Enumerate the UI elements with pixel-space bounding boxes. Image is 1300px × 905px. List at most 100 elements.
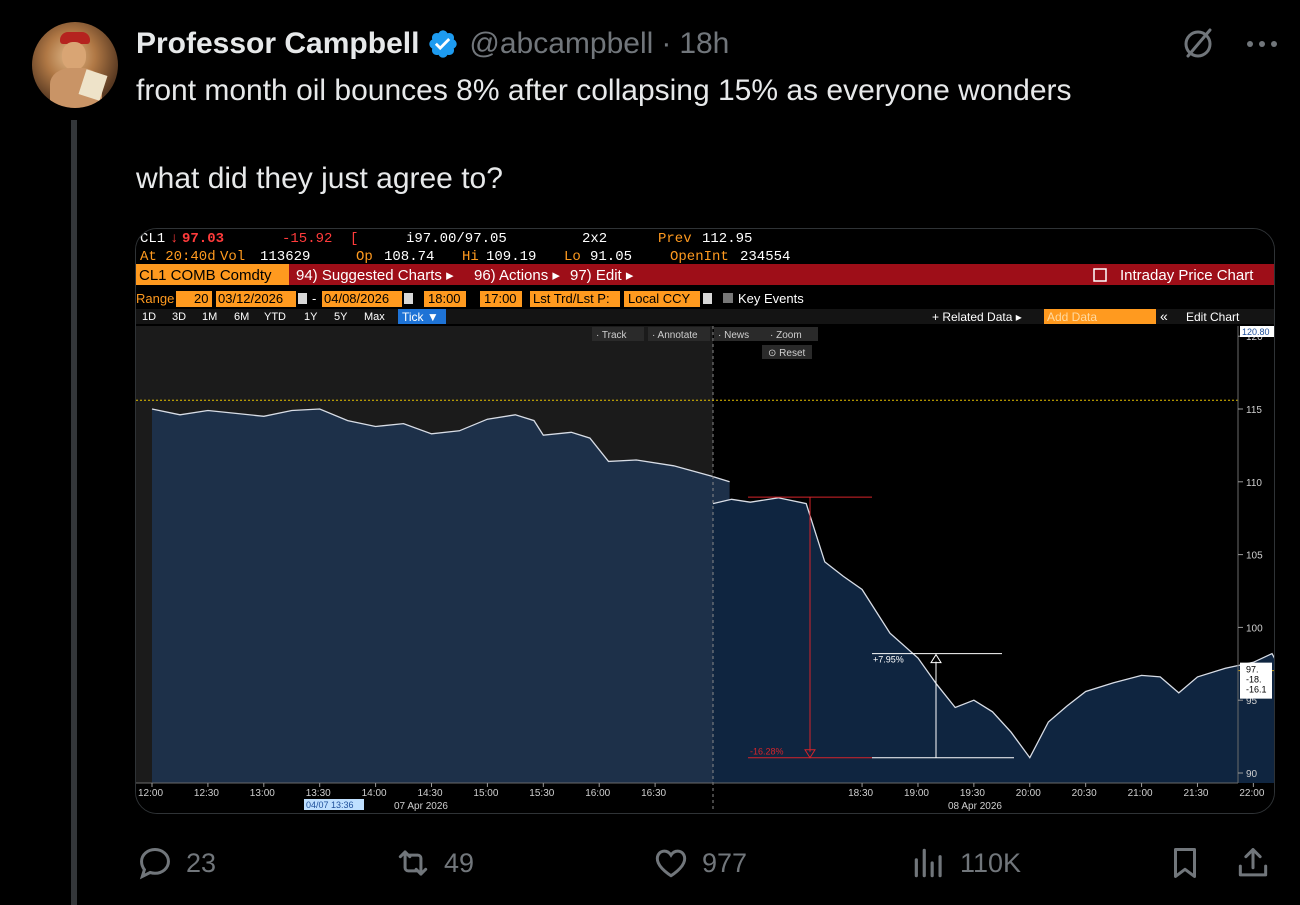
last-price-badge-label: 97.: [1246, 665, 1259, 675]
edit-menu[interactable]: 97) Edit ▸: [570, 267, 634, 284]
x-tick-label: 20:00: [1016, 788, 1041, 799]
grok-icon[interactable]: [1180, 26, 1216, 62]
views-icon: [914, 848, 942, 878]
chart-title: Intraday Price Chart: [1120, 267, 1254, 284]
end-date: 04/08/2026: [324, 291, 389, 306]
prev-value: 112.95: [702, 231, 752, 247]
reply-button[interactable]: 23: [136, 838, 216, 888]
x-tick-label: 21:00: [1128, 788, 1153, 799]
collapse-icon[interactable]: «: [1160, 308, 1168, 324]
range-dash: -: [312, 291, 316, 306]
bid-ask: i97.00/97.05: [406, 231, 507, 247]
y-top-label: 120.80: [1242, 327, 1270, 337]
y-top-badge: [1240, 326, 1274, 337]
end-time-field[interactable]: [480, 291, 522, 307]
reply-icon: [139, 848, 170, 880]
security-name[interactable]: CL1 COMB Comdty: [139, 267, 272, 284]
start-time-field[interactable]: [424, 291, 466, 307]
author-handle[interactable]: @abcampbell: [469, 27, 654, 60]
repost-button[interactable]: 49: [394, 838, 474, 888]
share-button[interactable]: [1234, 838, 1284, 888]
session-2-price-line: [712, 497, 1274, 759]
author-name[interactable]: Professor Campbell: [136, 27, 420, 60]
calendar-icon[interactable]: [404, 293, 413, 304]
price-mode: Lst Trd/Lst P:: [533, 291, 610, 306]
key-events-checkbox[interactable]: [723, 293, 733, 303]
separator-dot: ·: [661, 27, 672, 60]
like-button[interactable]: 977: [652, 838, 747, 888]
top-icons: [1180, 26, 1278, 62]
start-date-field[interactable]: [216, 291, 296, 307]
tweet-header: Professor Campbell @abcampbell · 18h: [136, 22, 729, 66]
more-options-icon[interactable]: [1246, 40, 1278, 48]
tick-button-label: Tick ▼: [402, 310, 439, 324]
dropdown-icon[interactable]: [703, 293, 712, 304]
avatar-face: [62, 42, 86, 70]
author-avatar[interactable]: [32, 22, 118, 108]
x-tick-label: 12:30: [194, 788, 219, 799]
currency: Local CCY: [628, 291, 690, 306]
reply-count: 23: [186, 847, 217, 878]
period-button-1y[interactable]: 1Y: [304, 311, 318, 323]
start-date: 03/12/2026: [218, 291, 283, 306]
period-button-1m[interactable]: 1M: [202, 311, 217, 323]
popout-icon[interactable]: [1093, 268, 1107, 282]
x-axis: 12:00 12:30 13:00 13:30 14:00 14:30 15:00 15:30…: [136, 782, 1265, 812]
y-tick-label: 110: [1246, 478, 1262, 489]
add-data-input[interactable]: [1044, 309, 1156, 324]
security-field[interactable]: [136, 264, 289, 285]
crosshair-label: 04/07 13:36: [306, 800, 354, 810]
zoom-icon: · Zoom: [770, 330, 802, 341]
range-days: 20: [194, 291, 208, 306]
zoom-tool[interactable]: [766, 327, 818, 341]
reset-button[interactable]: [762, 345, 812, 359]
y-tick-label: 100: [1246, 623, 1263, 634]
period-button-3d[interactable]: 3D: [172, 311, 186, 323]
tweet-time[interactable]: 18h: [679, 27, 730, 60]
y-tick-label: 105: [1246, 551, 1263, 562]
last-price-badge: [1240, 662, 1272, 699]
related-data-menu[interactable]: + Related Data ▸: [932, 310, 1022, 324]
bounce-label: +7.95%: [873, 655, 904, 665]
session-1-price-line: [151, 408, 730, 483]
period-button-max[interactable]: Max: [364, 311, 385, 323]
tweet-media-image[interactable]: CL1 ↓ 97.03 -15.92 [ i97.00/97.05 2x2 Pr…: [135, 228, 1275, 814]
last-price: 97.03: [182, 231, 224, 247]
calendar-icon[interactable]: [298, 293, 307, 304]
edit-chart-button[interactable]: Edit Chart: [1186, 310, 1240, 324]
period-button-1d[interactable]: 1D: [142, 311, 156, 323]
range-days-field[interactable]: [176, 291, 212, 307]
vol-value: 113629: [260, 249, 310, 265]
views-button[interactable]: 110K: [910, 838, 1021, 888]
y-tick-label: 115: [1246, 405, 1262, 416]
actions-menu[interactable]: 96) Actions ▸: [474, 267, 560, 284]
period-button-5y[interactable]: 5Y: [334, 311, 348, 323]
annotate-tool[interactable]: [648, 327, 710, 341]
down-arrow-icon: ↓: [170, 231, 178, 247]
range-row: Range 20 03/12/2026 - 04/08/2026 18:00 1…: [136, 291, 804, 307]
track-tool[interactable]: [592, 327, 644, 341]
tweet-text-line2: what did they just agree to?: [136, 162, 503, 195]
suggested-charts-menu[interactable]: 94) Suggested Charts ▸: [296, 267, 454, 284]
vol-label: Vol: [220, 249, 245, 265]
avatar-hat: [60, 32, 90, 44]
price-mode-field[interactable]: [530, 291, 620, 307]
thread-line: [71, 120, 77, 905]
period-button-6m[interactable]: 6M: [234, 311, 249, 323]
drawdown-arrow: [804, 749, 816, 759]
currency-field[interactable]: [624, 291, 700, 307]
last-price-badge-label: -18.: [1246, 675, 1262, 685]
start-time: 18:00: [428, 291, 461, 306]
period-button-ytd[interactable]: YTD: [264, 311, 286, 323]
high-value: 109.19: [486, 249, 536, 265]
x-tick-label: 19:00: [904, 788, 929, 799]
open-interest-label: OpenInt: [670, 249, 729, 265]
x-tick-label: 13:00: [250, 788, 275, 799]
end-date-field[interactable]: [322, 291, 402, 307]
prev-label: Prev: [658, 231, 692, 247]
tick-button[interactable]: [398, 309, 446, 324]
bookmark-button[interactable]: [1166, 838, 1216, 888]
news-tool[interactable]: [714, 327, 766, 341]
verified-badge-icon: [429, 30, 458, 58]
low-label: Lo: [564, 249, 581, 265]
